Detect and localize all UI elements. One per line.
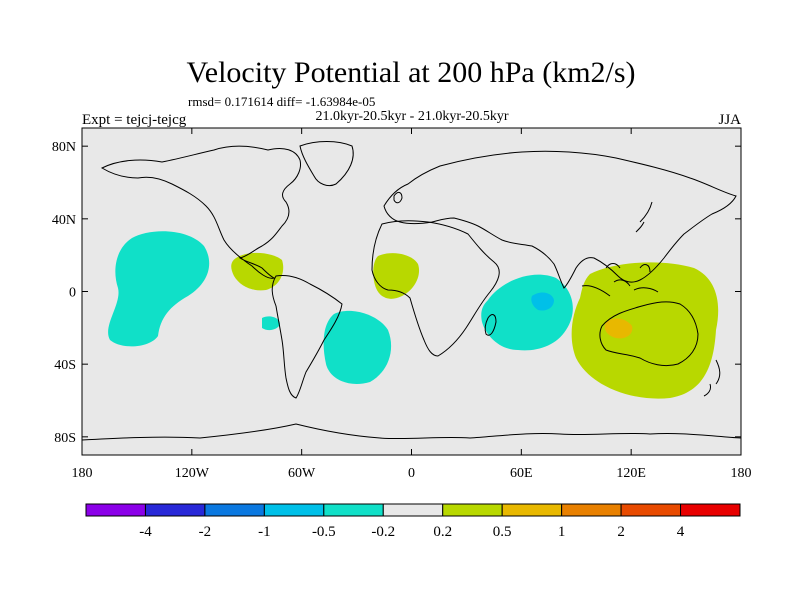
colorbar-box <box>85 503 146 517</box>
coastline-japan <box>635 201 653 233</box>
colorbar-label: -2 <box>199 524 212 540</box>
x-tick-label: 180 <box>72 466 93 481</box>
x-tick-label: 60W <box>288 466 316 481</box>
tick-marks <box>81 128 742 455</box>
colorbar-box <box>323 503 384 517</box>
y-tick-label: 80S <box>54 431 76 446</box>
colorbar-label: 4 <box>677 524 685 540</box>
coastline-africa <box>371 220 500 357</box>
colorbar-label: -4 <box>139 524 152 540</box>
anomaly-indian-ocean-core <box>531 292 554 311</box>
x-tick-label: 180 <box>731 466 752 481</box>
coastline-new-zealand <box>703 359 721 397</box>
colorbar-box <box>382 503 444 517</box>
colorbar-box <box>144 503 206 517</box>
colorbar-box <box>620 503 682 517</box>
colorbar-label: 2 <box>617 524 625 540</box>
colorbar-box <box>501 503 563 517</box>
colorbar-label: -0.2 <box>371 524 395 540</box>
experiment-label: Expt = tejcj-tejcg <box>82 112 187 128</box>
coastline-eurasia <box>383 150 737 289</box>
colorbar-box <box>561 503 622 517</box>
colorbar-label: -1 <box>258 524 271 540</box>
x-tick-label: 0 <box>408 466 415 481</box>
x-tick-labels: 180 120W 60W 0 60E 120E 180 <box>72 466 752 481</box>
y-tick-labels: 80N 40N 0 40S 80S <box>52 140 76 446</box>
x-tick-label: 120W <box>175 466 210 481</box>
colorbar-label: 0.2 <box>433 524 452 540</box>
colorbar-box <box>204 503 265 517</box>
colorbar-box <box>442 503 503 517</box>
coastline-north-america <box>100 145 301 279</box>
stats-line: rmsd= 0.171614 diff= -1.63984e-05 <box>188 94 375 109</box>
anomaly-australia-core <box>604 318 633 339</box>
colorbar-label: -0.5 <box>312 524 336 540</box>
season-label: JJA <box>718 112 741 128</box>
y-tick-label: 40S <box>54 358 76 373</box>
coastline-greenland <box>299 141 354 187</box>
colorbar-box <box>263 503 325 517</box>
anomaly-indian-ocean-negative <box>481 274 573 351</box>
coastline-south-america <box>271 275 343 399</box>
coastline-antarctica <box>82 423 741 441</box>
anomaly-south-atlantic-negative <box>323 310 392 384</box>
period-line: 21.0kyr-20.5kyr - 21.0kyr-20.5kyr <box>315 109 508 124</box>
x-tick-label: 120E <box>616 466 646 481</box>
x-tick-label: 60E <box>510 466 533 481</box>
anomaly-central-pacific-negative <box>108 231 210 347</box>
colorbar-label: 1 <box>558 524 566 540</box>
colorbar-label: 0.5 <box>493 524 512 540</box>
colorbar: -4 -2 -1 -0.5 -0.2 0.2 0.5 1 2 4 <box>85 503 741 540</box>
coastline-indonesia <box>581 263 659 297</box>
y-tick-label: 80N <box>52 140 76 155</box>
coastline-australia <box>599 301 699 367</box>
coastline-british-isles <box>393 191 403 204</box>
anomaly-west-africa-positive <box>373 253 420 299</box>
y-tick-label: 40N <box>52 213 76 228</box>
coastline-madagascar <box>484 314 497 336</box>
anomaly-maritime-australia-positive <box>571 262 719 399</box>
colorbar-box <box>680 503 741 517</box>
chart-title: Velocity Potential at 200 hPa (km2/s) <box>186 56 635 89</box>
y-tick-label: 0 <box>69 286 76 301</box>
anomaly-layer <box>108 231 719 399</box>
coastlines <box>82 141 741 441</box>
anomaly-se-pacific-small-negative <box>262 316 280 331</box>
anomaly-caribbean-positive <box>231 252 284 291</box>
